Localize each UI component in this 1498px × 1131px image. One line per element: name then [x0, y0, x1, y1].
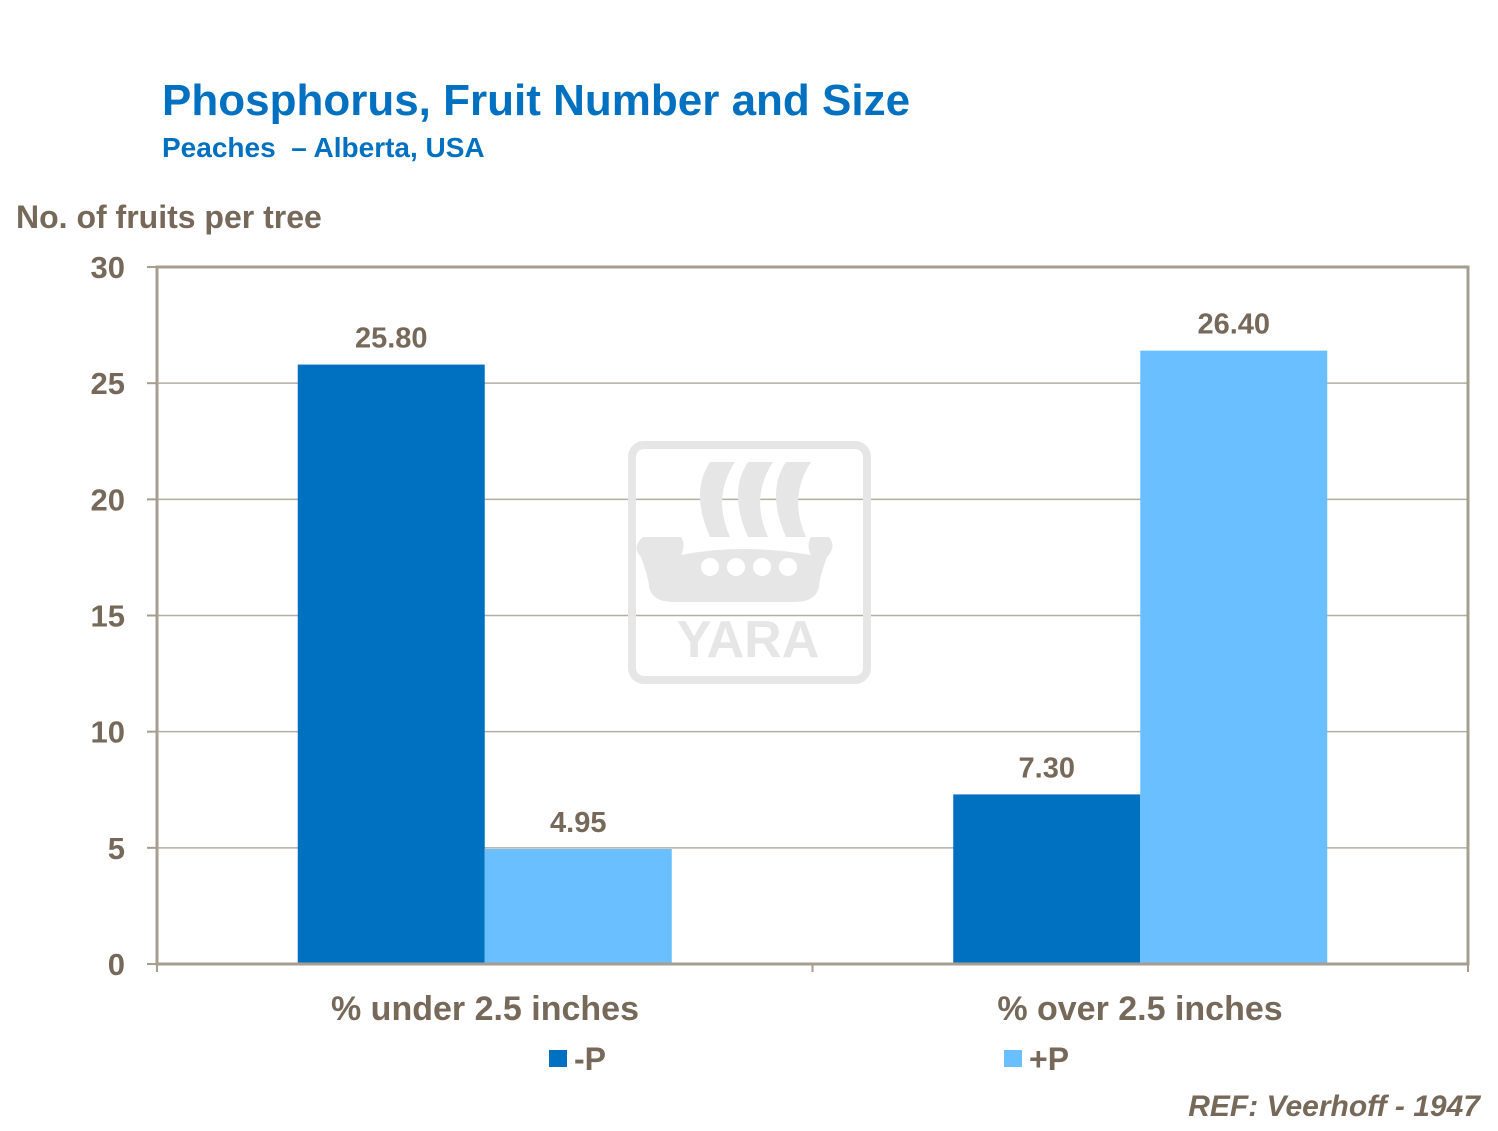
- y-tick-label: 25: [91, 366, 125, 401]
- category-label: % under 2.5 inches: [331, 990, 639, 1028]
- watermark-text: YARA: [677, 611, 820, 669]
- data-label: 7.30: [1019, 752, 1075, 784]
- legend-label: +P: [1029, 1041, 1069, 1077]
- reference-note: REF: Veerhoff - 1947: [1188, 1090, 1481, 1123]
- legend-label: -P: [574, 1041, 606, 1077]
- data-label: 25.80: [355, 323, 428, 355]
- bar-plus-p: [484, 848, 672, 964]
- chart-title: Phosphorus, Fruit Number and Size: [162, 76, 910, 125]
- y-axis-label: No. of fruits per tree: [16, 199, 322, 235]
- bar-minus-p: [297, 364, 485, 965]
- chart-subtitle: Peaches – Alberta, USA: [162, 132, 485, 163]
- bar-minus-p: [953, 794, 1141, 964]
- bar-plus-p: [1140, 350, 1328, 964]
- legend-swatch-minus-p: [549, 1050, 567, 1067]
- bars: 25.80 4.95 7.30 26.40: [297, 309, 1328, 965]
- y-tick-label: 15: [91, 599, 125, 634]
- category-label: % over 2.5 inches: [997, 990, 1282, 1028]
- y-tick-label: 20: [91, 482, 125, 517]
- y-tick-label: 10: [91, 715, 125, 750]
- legend-swatch-plus-p: [1004, 1050, 1022, 1067]
- y-tick-label: 30: [91, 250, 125, 285]
- data-label: 4.95: [550, 807, 606, 839]
- data-label: 26.40: [1197, 309, 1270, 341]
- legend: -P +P: [549, 1041, 1069, 1077]
- y-tick-label: 0: [108, 947, 125, 982]
- y-tick-label: 5: [108, 831, 125, 866]
- yara-logo-watermark: YARA: [628, 441, 871, 684]
- axes: 0 5 10 15 20 25 30: [91, 250, 1470, 982]
